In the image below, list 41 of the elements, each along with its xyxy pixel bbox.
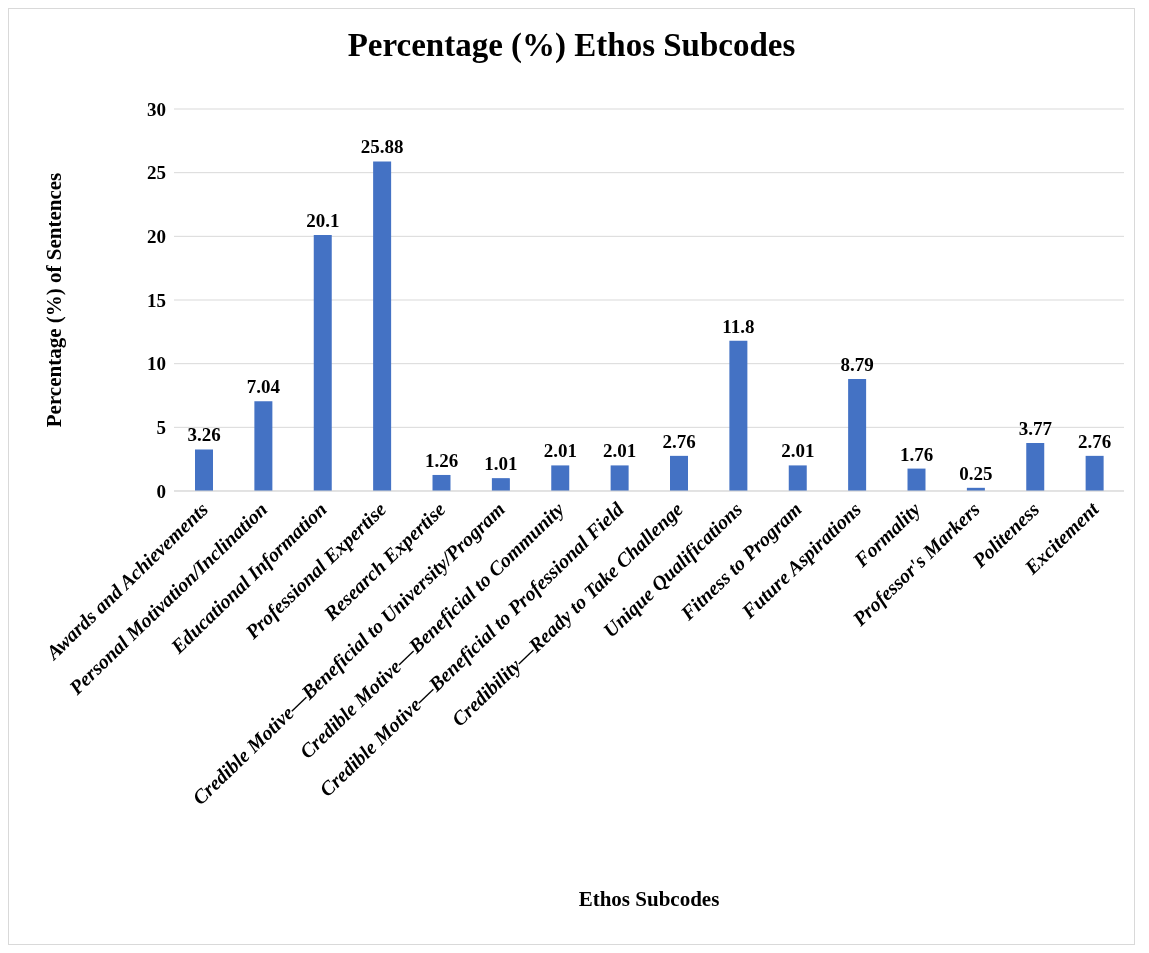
bar [313,235,332,491]
data-label: 20.1 [306,210,340,232]
y-tick-label: 10 [147,353,166,375]
bar [848,379,867,491]
bar [195,449,213,491]
bar [729,340,748,491]
data-label: 25.88 [360,136,404,158]
y-tick-label: 30 [147,98,166,120]
data-label: 8.79 [840,354,874,376]
data-label: 2.01 [543,440,577,462]
x-axis-title: Ethos Subcodes [578,887,720,911]
data-label: 7.04 [246,376,281,398]
y-axis-title: Percentage (%) of Sentences [42,172,67,428]
bar [610,465,629,491]
bar [551,465,570,491]
data-label: 2.76 [1078,430,1112,452]
data-label: 3.26 [187,424,221,446]
y-tick-label: 5 [156,417,166,439]
data-label: 1.26 [424,449,459,471]
chart-title: Percentage (%) Ethos Subcodes [346,26,797,65]
data-label: 0.25 [959,462,993,484]
y-tick-label: 20 [147,226,166,248]
data-label: 3.77 [1018,418,1053,439]
y-tick-label: 0 [156,480,166,502]
bar [432,474,451,491]
data-label: 1.76 [899,443,934,465]
bar [670,455,688,491]
y-tick-label: 15 [147,289,166,311]
bar [1085,455,1104,491]
data-label: 11.8 [722,315,755,337]
bar [788,465,807,491]
data-label: 2.01 [781,440,815,462]
bar [254,401,273,491]
y-tick-label: 25 [147,162,166,184]
data-label: 1.01 [484,453,518,475]
data-label: 2.76 [662,430,696,452]
bar [907,468,926,491]
bar [373,161,392,491]
bar [1026,443,1045,491]
bar [491,478,510,491]
data-label: 2.01 [603,440,637,462]
